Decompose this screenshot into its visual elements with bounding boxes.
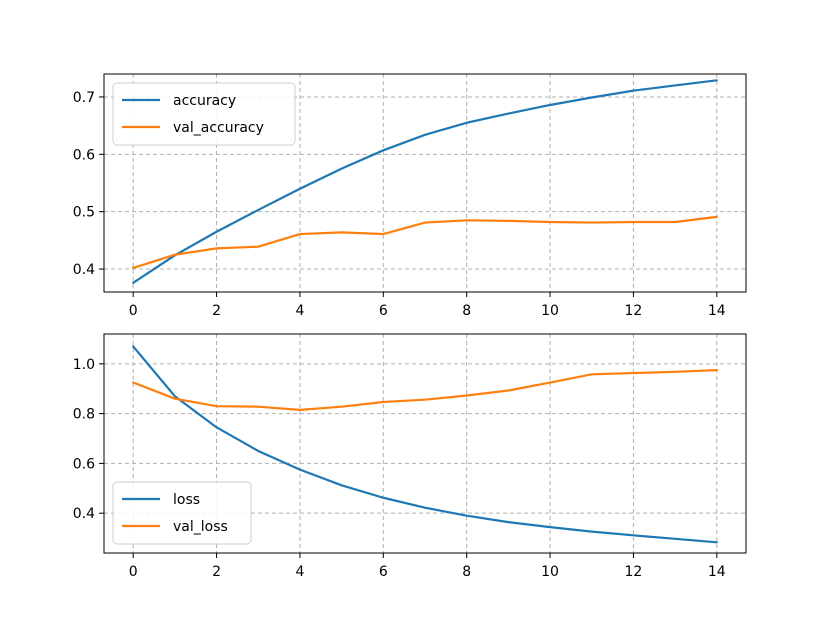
series-line-loss <box>132 345 718 544</box>
accuracy-axes: 0 2 4 6 8 10 12 14 0.4 0.5 0.6 0.7 accuracy val_accur… <box>73 73 747 319</box>
x-tick-label: 8 <box>462 303 471 319</box>
x-tick-label: 12 <box>625 303 643 319</box>
y-tick-label: 0.5 <box>73 205 95 221</box>
series-line-accuracy <box>132 79 718 284</box>
x-tick-label: 12 <box>625 564 643 580</box>
x-tick-label: 10 <box>541 303 559 319</box>
x-tick-label: 0 <box>129 303 138 319</box>
legend: accuracy val_accuracy <box>112 82 296 146</box>
axes-frame <box>103 333 747 554</box>
legend-label-loss: loss <box>173 492 200 508</box>
y-tick-label: 0.7 <box>73 90 95 106</box>
x-tick-label: 4 <box>295 303 304 319</box>
x-tick-label: 4 <box>295 564 304 580</box>
x-tick-label: 6 <box>379 303 388 319</box>
y-tick-label: 0.4 <box>73 262 95 278</box>
y-tick-label: 1.0 <box>73 357 95 373</box>
legend-label-val_loss: val_loss <box>173 519 228 535</box>
y-tick-label: 0.6 <box>73 456 95 472</box>
x-tick-label: 14 <box>708 303 726 319</box>
legend-box <box>112 481 252 545</box>
legend: loss val_loss <box>112 481 252 545</box>
x-tick-label: 10 <box>541 564 559 580</box>
series-line-val_accuracy <box>132 215 718 270</box>
x-tick-label: 0 <box>129 564 138 580</box>
legend-label-val_accuracy: val_accuracy <box>173 120 264 136</box>
legend-box <box>112 82 296 146</box>
series-line-val_loss <box>132 368 718 411</box>
x-tick-label: 2 <box>212 564 221 580</box>
y-tick-label: 0.8 <box>73 407 95 423</box>
x-tick-label: 2 <box>212 303 221 319</box>
y-tick-label: 0.4 <box>73 506 95 522</box>
x-tick-label: 6 <box>379 564 388 580</box>
legend-label-accuracy: accuracy <box>173 93 236 109</box>
loss-axes: 0 2 4 6 8 10 12 14 0.4 0.6 0.8 1.0 loss val_loss <box>73 333 747 580</box>
y-tick-label: 0.6 <box>73 147 95 163</box>
axes-frame <box>103 73 747 293</box>
x-tick-label: 14 <box>708 564 726 580</box>
x-tick-label: 8 <box>462 564 471 580</box>
